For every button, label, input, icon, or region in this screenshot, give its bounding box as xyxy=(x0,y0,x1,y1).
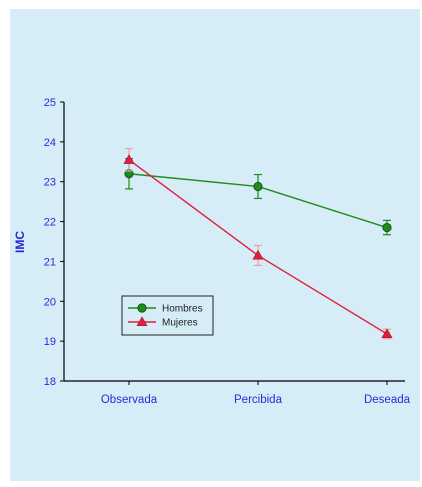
legend-entry-mujeres: Mujeres xyxy=(162,318,198,329)
legend-entry-hombres: Hombres xyxy=(162,304,203,315)
data-point xyxy=(252,249,264,260)
y-tick-label: 24 xyxy=(44,137,56,149)
x-category-label: Deseada xyxy=(364,394,411,406)
x-category-label: Percibida xyxy=(234,394,283,406)
y-tick-label: 22 xyxy=(44,217,56,229)
x-category-label: Observada xyxy=(101,394,158,406)
series-mujeres xyxy=(123,148,393,340)
legend-swatch-marker xyxy=(136,316,148,327)
series-hombres xyxy=(124,157,392,236)
data-point xyxy=(253,181,263,192)
y-tick-label: 25 xyxy=(44,97,56,109)
legend-box xyxy=(121,295,214,336)
y-ticks: 18 19 20 21 22 23 24 25 xyxy=(44,97,64,388)
y-tick-label: 19 xyxy=(44,336,56,348)
series-group xyxy=(123,148,393,340)
axes xyxy=(63,102,405,382)
y-axis-label: IMC xyxy=(13,231,27,253)
x-categories: Observada Percibida Deseada xyxy=(101,381,411,406)
y-tick-label: 18 xyxy=(44,376,56,388)
legend: Hombres Mujeres xyxy=(121,295,214,336)
y-tick-label: 20 xyxy=(44,296,56,308)
legend-swatch-marker xyxy=(137,303,147,313)
y-tick-label: 23 xyxy=(44,177,56,189)
y-tick-label: 21 xyxy=(44,256,56,268)
data-point xyxy=(123,154,135,164)
chart-panel xyxy=(10,9,420,481)
data-point xyxy=(381,328,393,339)
data-point xyxy=(382,222,392,233)
